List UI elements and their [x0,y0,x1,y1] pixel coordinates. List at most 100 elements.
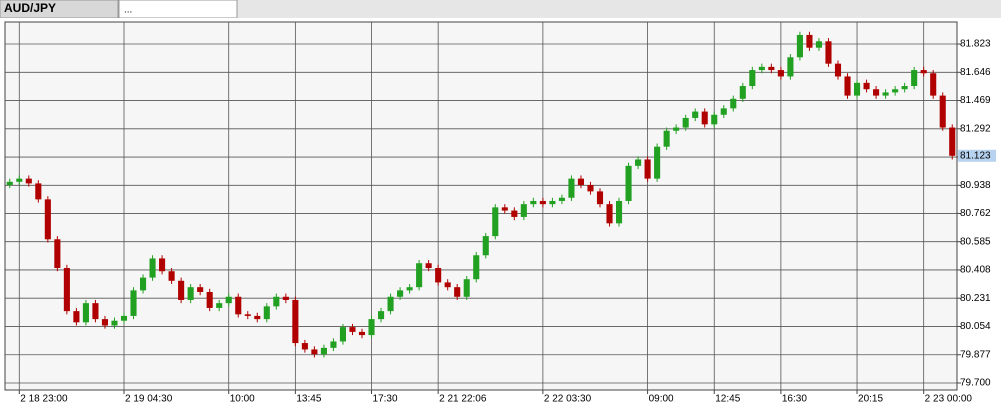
candle-body [930,73,937,96]
candle-body [520,204,527,217]
candle-body [882,92,889,96]
candle-body [787,57,794,77]
candle-body [758,66,765,71]
tab-label[interactable]: ... [124,5,132,16]
candle-body [949,127,956,156]
candle-body [501,207,508,211]
y-tick-label: 79.700 [960,378,991,389]
candle-body [539,200,546,205]
candle-body [159,258,166,272]
candle-body [16,178,23,182]
x-tick-label: 10:00 [230,394,255,405]
candle-body [320,347,327,355]
candle-body [54,239,61,269]
candle-body [206,291,213,308]
candle-body [473,255,480,280]
candle-body [739,86,746,99]
candle-body [282,296,289,300]
candle-body [577,178,585,186]
candle-body [825,41,832,64]
x-tick-label: 2 21 22:06 [439,394,487,405]
candle-body [406,287,413,291]
candle-body [425,263,432,269]
candle-body [749,70,756,87]
candle-body [711,114,718,125]
candle-body [130,290,137,316]
candle-body [806,34,813,48]
candle-body [387,296,394,312]
candle-body [435,268,442,283]
candle-body [730,98,737,109]
x-tick-label: 09:00 [649,394,674,405]
plot-area [4,21,958,391]
candle-body [682,117,689,128]
candle-body [377,311,385,320]
candle-body [330,341,337,348]
candle-body [901,86,908,90]
x-tick-label: 20:15 [858,394,883,405]
candle-body [777,70,784,77]
candle-body [654,146,661,179]
candle-body [596,191,604,205]
tab[interactable] [118,0,238,19]
y-tick-label: 81.469 [960,95,991,106]
candle-body [263,306,270,320]
candle-body [692,111,699,118]
candle-body [397,290,404,297]
y-tick-label: 81.823 [960,39,991,50]
candle-body [368,319,375,336]
candle-body [920,70,927,74]
candle-body [225,296,232,304]
candle-body [796,34,803,58]
candle-body [663,130,670,147]
candle-body [768,66,775,71]
candle-body [615,200,623,224]
x-tick-label: 17:30 [373,394,398,405]
candle-body [178,280,185,300]
candle-body [197,287,204,292]
candle-body [815,41,823,48]
candle-body [187,287,194,300]
candle-body [311,349,318,355]
candle-body [892,89,899,93]
candle-body [73,311,80,323]
x-tick-label: 2 23 00:00 [925,394,973,405]
candle-body [530,200,537,205]
candle-body [216,303,223,308]
x-tick-label: 2 19 04:30 [125,394,173,405]
candle-body [834,63,842,77]
y-tick-label: 80.231 [960,293,991,304]
candle-body [292,299,299,344]
candle-body [168,271,175,281]
tab-bar [0,0,1001,18]
y-tick-label: 81.292 [960,123,991,134]
candle-body [720,108,727,115]
x-tick-label: 2 22 03:30 [544,394,592,405]
candle-body [635,159,642,166]
candle-body [939,95,946,128]
candle-body [416,263,423,288]
candle-body [558,197,565,201]
y-tick-label: 80.938 [960,180,991,191]
candle-body [92,303,99,320]
candle-body [120,315,128,321]
candle-body [6,181,13,186]
candle-body [63,268,70,312]
candle-body [358,331,366,336]
candle-body [444,282,451,288]
candle-body [301,343,308,350]
candle-body [482,236,489,256]
candle-body [863,82,870,90]
candle-body [568,178,575,198]
candle-body [644,159,651,179]
y-tick-label: 80.762 [960,208,991,219]
tab-label[interactable]: AUD/JPY [4,1,56,15]
candle-body [235,296,242,315]
x-tick-label: 13:45 [296,394,321,405]
candle-body [139,277,147,291]
candle-body [463,279,470,297]
y-tick-label: 80.408 [960,265,991,276]
candle-body [454,287,461,297]
candle-body [25,178,32,184]
